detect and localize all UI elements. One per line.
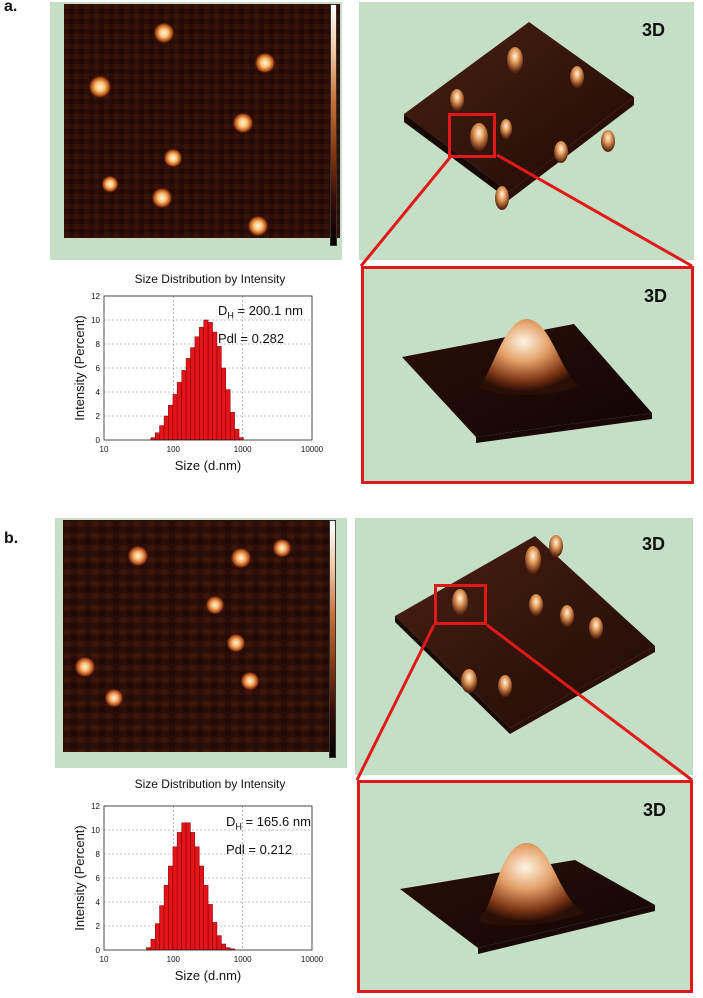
afm-3d-zoom-frame-b: 3D [357,780,693,993]
afm-3d-zoom-frame-a: 3D [361,266,694,484]
y-axis-label: Intensity (Percent) [72,315,87,421]
pdi-annotation-a: Pdl = 0.282 [218,331,285,346]
label-3d-zoom-b: 3D [643,800,667,820]
label-3d-zoom-a: 3D [644,286,668,306]
afm-color-scale-a [330,4,337,246]
y-tick-label: 0 [96,946,101,955]
dh-annotation-a: DH = 200.1 nm [218,303,303,321]
panel-label-b: b. [4,530,19,547]
histogram-bar [181,822,187,951]
afm-2d-frame-b [55,518,347,768]
chart-title-b: Size Distribution by Intensity [134,777,286,791]
y-axis-label: Intensity (Percent) [72,825,87,931]
afm-3d-frame-b: 3D [355,518,693,775]
afm-2d-image-a [64,4,340,238]
x-tick-label: 10 [100,955,109,964]
histogram-bar [190,832,196,951]
dh-symbol-a: D [218,303,228,318]
y-tick-label: 8 [96,340,101,349]
histogram-bar [155,923,160,951]
afm-2d-image-b [63,520,333,752]
histogram-bar [163,884,169,951]
histogram-bar [199,865,204,951]
dh-subscript-a: H [227,310,234,321]
histogram-bar [221,943,227,951]
x-tick-label: 10 [100,445,109,454]
histogram-bar [203,884,209,951]
x-axis-label: Size (d.nm) [175,458,241,473]
x-axis-label: Size (d.nm) [175,968,241,983]
label-3d-a: 3D [642,20,666,40]
histogram-bar [159,905,165,951]
x-tick-label: 100 [167,445,181,454]
y-tick-label: 4 [96,388,101,397]
x-tick-label: 1000 [234,445,252,454]
y-tick-label: 2 [96,412,101,421]
y-tick-label: 4 [96,898,101,907]
histogram-bar [207,904,213,951]
y-tick-label: 6 [96,364,101,373]
histogram-bar [194,846,200,951]
plot-frame [103,295,313,441]
y-tick-label: 6 [96,874,101,883]
histogram-bar [176,832,182,951]
zoom-region-box-a [448,113,496,158]
y-tick-label: 8 [96,850,101,859]
histogram-bar [216,935,222,951]
y-tick-label: 10 [91,826,100,835]
label-3d-b: 3D [642,534,666,554]
afm-3d-frame-a: 3D [359,2,694,260]
histogram-bar [185,822,191,951]
chart-title-a: Size Distribution by Intensity [134,272,286,286]
pdi-annotation-b: Pdl = 0.212 [226,842,293,857]
afm-color-scale-b [329,520,336,758]
histogram-bar [172,846,178,951]
histogram-bar [212,922,218,951]
dls-chart-a: 0 2 4 6 8 10 12 10 100 1000 10000 Size (d.nm) Intens… [72,292,324,473]
dls-chart-b: 0 2 4 6 8 10 12 10 100 1000 10000 Size (d.nm) Intens… [72,802,324,983]
zoom-region-box-b [434,584,487,625]
y-tick-label: 0 [96,436,101,445]
afm-3d-surface-a [404,22,634,210]
y-tick-label: 12 [91,802,100,811]
y-tick-label: 2 [96,922,101,931]
x-tick-label: 1000 [234,955,252,964]
dh-subscript-b: H [235,821,242,832]
x-tick-label: 10000 [301,955,324,964]
x-tick-label: 10000 [301,445,324,454]
y-tick-label: 12 [91,292,100,301]
dh-value-b: = 165.6 nm [241,814,311,829]
afm-2d-frame-a [50,2,342,260]
dh-value-a: = 200.1 nm [233,303,303,318]
dh-annotation-b: DH = 165.6 nm [226,814,311,832]
dh-symbol-b: D [226,814,236,829]
histogram-bar [150,938,156,951]
x-tick-label: 100 [167,955,181,964]
y-tick-label: 10 [91,316,100,325]
afm-3d-zoom-surface-b [400,842,655,954]
plot-frame [103,805,313,951]
histogram-bar [168,865,173,951]
afm-3d-zoom-surface-a [402,319,652,443]
panel-label-a: a. [4,0,18,15]
